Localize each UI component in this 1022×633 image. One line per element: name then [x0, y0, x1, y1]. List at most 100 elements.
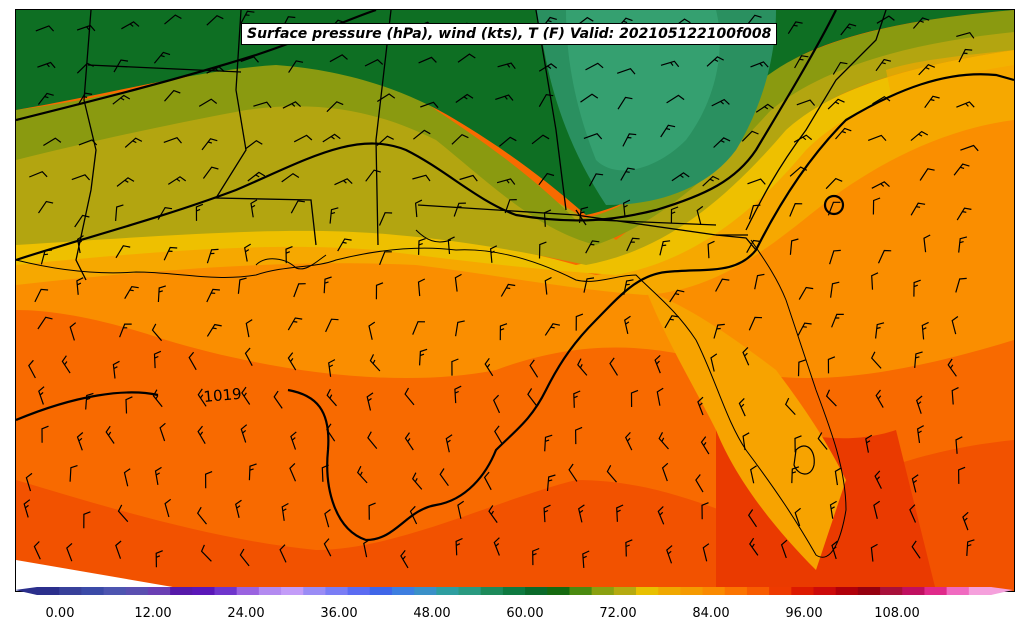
wind-barb: [875, 58, 892, 72]
wind-barb: [237, 277, 247, 294]
wind-barb: [660, 124, 676, 138]
wind-barb: [455, 320, 465, 337]
wind-barb: [204, 471, 213, 489]
wind-barb: [825, 389, 837, 407]
colorbar-swatch: [325, 587, 349, 595]
wind-barb: [69, 322, 77, 341]
wind-barb: [105, 425, 115, 444]
wind-barb: [112, 94, 131, 105]
wind-barb: [958, 236, 968, 253]
wind-barb: [123, 468, 131, 487]
wind-barb: [697, 396, 704, 416]
colorbar-tick-label: 108.00: [874, 606, 920, 621]
wind-barb: [700, 436, 710, 455]
wind-barb: [617, 96, 633, 110]
wind-barb: [794, 55, 809, 69]
wind-barb: [41, 425, 49, 443]
colorbar-swatch: [347, 587, 371, 595]
wind-barb: [910, 130, 929, 142]
colorbar-swatch: [791, 587, 815, 595]
wind-barb: [746, 239, 761, 253]
wind-barb: [367, 431, 378, 449]
wind-barb: [112, 360, 120, 379]
wind-barb: [872, 197, 881, 215]
colorbar: [15, 587, 1013, 595]
wind-barb: [951, 387, 959, 405]
wind-barb: [626, 237, 640, 252]
wind-barb: [247, 171, 266, 182]
wind-barb: [323, 276, 332, 294]
colorbar-swatch: [946, 587, 970, 595]
wind-barb: [322, 133, 341, 143]
wind-barb: [957, 466, 966, 484]
wind-barb: [947, 358, 957, 377]
wind-barb: [206, 323, 222, 337]
wind-barb: [825, 177, 843, 190]
lake-okeechobee: [793, 445, 815, 475]
wind-barb: [157, 285, 166, 303]
wind-barb: [420, 101, 439, 109]
wind-barb: [76, 24, 96, 32]
wind-barb: [240, 424, 248, 443]
colorbar-swatch: [414, 587, 437, 595]
wind-barb: [924, 95, 940, 109]
wind-barb: [163, 136, 182, 144]
wind-barb: [37, 61, 56, 69]
wind-barb: [750, 465, 757, 484]
colorbar-swatch: [525, 587, 548, 595]
olive-band: [16, 30, 1014, 265]
wind-barb: [37, 92, 54, 105]
wind-barb: [578, 206, 589, 223]
wind-barb: [253, 101, 272, 109]
wind-barb: [289, 462, 297, 482]
wind-barb: [451, 358, 459, 376]
colorbar-swatch: [680, 587, 704, 595]
wind-barb: [411, 472, 423, 490]
wind-barb: [538, 241, 547, 259]
wind-barb: [29, 170, 48, 178]
wind-barb: [25, 472, 33, 492]
colorbar-tick-label: 36.00: [320, 606, 358, 621]
wind-barb: [874, 470, 882, 489]
wind-barb: [293, 134, 313, 143]
wind-barb: [840, 23, 857, 36]
wind-barb: [400, 550, 409, 569]
colorbar-swatch: [924, 587, 948, 595]
colorbar-tick-label: 72.00: [599, 606, 637, 621]
wind-barb: [77, 92, 93, 106]
wind-barb: [290, 431, 297, 450]
wind-barb: [245, 319, 253, 338]
teal-core-region: [566, 10, 720, 171]
wind-barb: [624, 431, 633, 451]
wind-barb: [197, 388, 207, 407]
wind-barb: [834, 467, 842, 486]
wind-barb: [916, 425, 924, 443]
wind-barb: [713, 137, 731, 148]
wind-barb: [76, 432, 84, 451]
wind-barb: [43, 137, 62, 147]
wind-barb: [910, 202, 926, 216]
wind-barb: [76, 235, 84, 254]
wind-barb: [66, 542, 73, 562]
coastline: [16, 229, 847, 558]
colorbar-swatch: [658, 587, 681, 595]
wind-barb: [630, 389, 639, 408]
wind-barb: [378, 212, 393, 226]
wind-barb: [78, 139, 98, 146]
wind-barb: [454, 385, 462, 404]
wind-barb: [742, 432, 750, 451]
wind-barb: [750, 61, 769, 68]
wind-barb: [28, 359, 36, 379]
colorbar-swatch: [59, 587, 82, 595]
wind-barb: [574, 426, 583, 445]
wind-barb: [404, 432, 414, 451]
wind-barb: [363, 539, 371, 558]
wind-barb: [124, 137, 143, 148]
wind-barb: [153, 350, 162, 369]
wind-barb: [789, 166, 808, 177]
wind-barb: [624, 315, 631, 335]
colorbar-swatch: [214, 587, 238, 595]
wind-barb: [326, 423, 336, 442]
wind-barb: [617, 67, 636, 75]
isobar-label: 1019: [203, 385, 243, 406]
